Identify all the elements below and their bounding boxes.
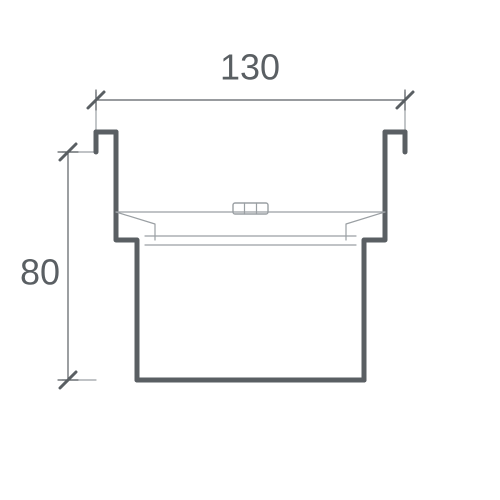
dimension-height-label: 80 (20, 252, 60, 293)
outline-right (364, 132, 385, 380)
dimension-width: 130 (220, 47, 280, 88)
outline-left (116, 132, 364, 380)
dimension-width-label: 130 (220, 47, 280, 88)
technical-drawing: 130 80 (0, 0, 500, 500)
